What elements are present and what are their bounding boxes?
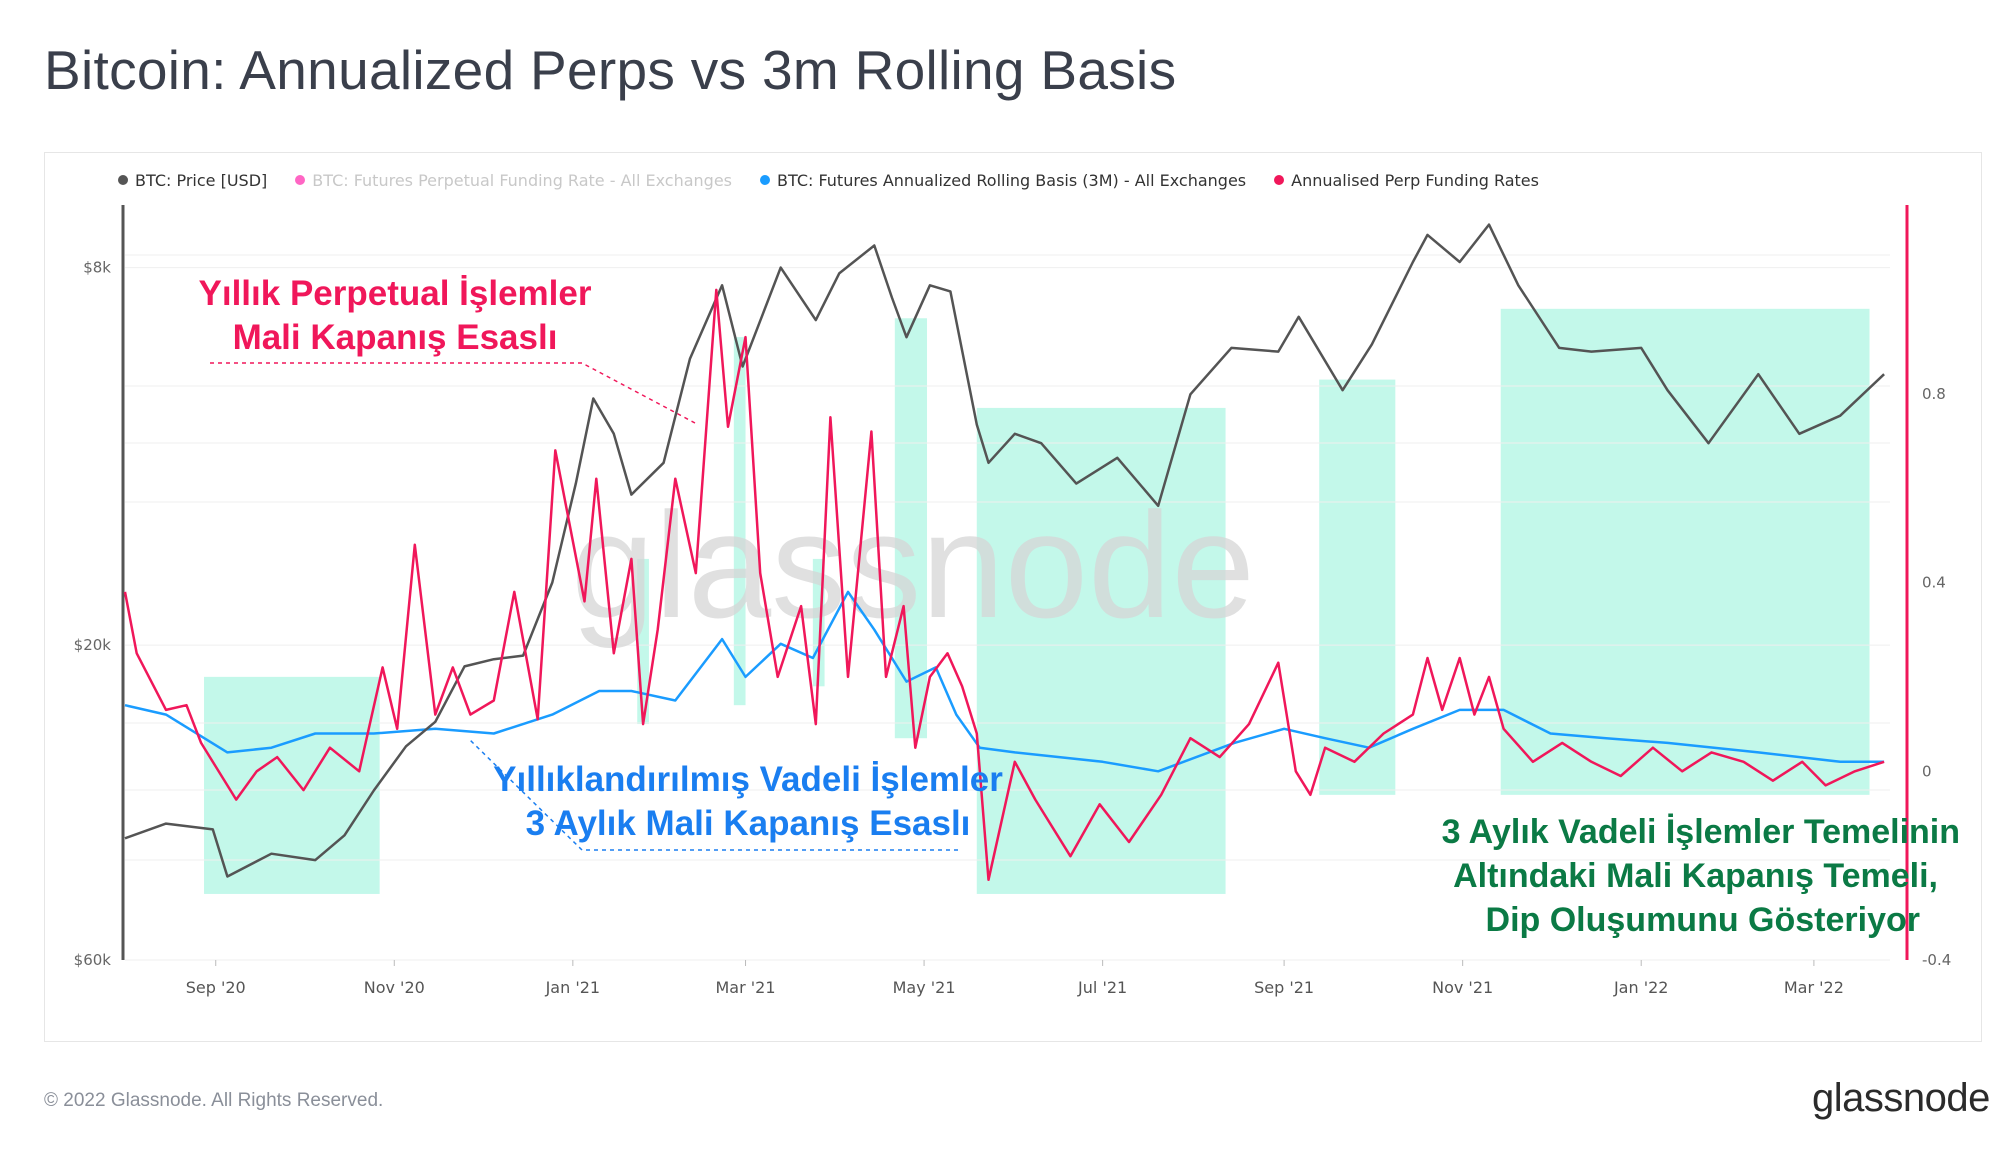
annotation-green: 3 Aylık Vadeli İşlemler Temelinin Altınd… [1370, 810, 1960, 942]
annotation-perp-line1: Yıllık Perpetual İşlemler [198, 274, 592, 313]
watermark: glassnode [571, 481, 1255, 649]
x-tick-label: Mar '22 [1784, 978, 1844, 997]
shaded-period-1 [637, 558, 649, 725]
x-tick-label: Sep '20 [186, 978, 246, 997]
annotation-green-line3: Dip Oluşumunu Gösteriyor [1485, 901, 1920, 939]
footer-copyright: © 2022 Glassnode. All Rights Reserved. [44, 1090, 384, 1111]
y-right-tick-label: 0.8 [1922, 385, 1946, 403]
annotation-basis: Yıllıklandırılmış Vadeli İşlemler 3 Aylı… [478, 758, 1018, 846]
annotation-perp-connector [210, 362, 696, 424]
annotation-perp-line2: Mali Kapanış Esaslı [232, 318, 558, 357]
annotation-basis-line2: 3 Aylık Mali Kapanış Esaslı [525, 804, 971, 843]
annotation-green-line2: Altındaki Mali Kapanış Temeli, [1453, 857, 1938, 895]
y-left-tick-label: $60k [74, 951, 112, 969]
chart-frame [44, 152, 1982, 1042]
series-line-annualised-perp [123, 288, 1885, 882]
legend-label-rolling-basis: BTC: Futures Annualized Rolling Basis (3… [777, 170, 1247, 190]
legend-label-annualised-perp: Annualised Perp Funding Rates [1291, 170, 1539, 190]
legend-item-rolling-basis[interactable]: BTC: Futures Annualized Rolling Basis (3… [760, 171, 1246, 190]
shaded-period-4 [894, 318, 928, 739]
series-line-rolling-basis [124, 590, 1885, 773]
footer-logo[interactable]: glassnode [1812, 1076, 1990, 1120]
x-tick-label: Jan '21 [545, 978, 601, 997]
x-tick-label: Jul '21 [1077, 978, 1127, 997]
y-right-tick-label: 0 [1922, 762, 1932, 780]
shaded-period-2 [733, 337, 746, 706]
x-tick-label: Mar '21 [716, 978, 776, 997]
x-tick-label: Jan '22 [1613, 978, 1669, 997]
y-left-tick-label: $8k [83, 259, 111, 277]
shaded-period-3 [812, 558, 825, 687]
legend-dot-rolling-basis [760, 175, 770, 185]
page-title: Bitcoin: Annualized Perps vs 3m Rolling … [44, 39, 1177, 101]
annotation-basis-connector [469, 739, 958, 851]
legend-dot-funding-rate [295, 175, 306, 185]
y-left-tick-label: $20k [74, 636, 112, 654]
annotation-perp: Yıllık Perpetual İşlemler Mali Kapanış E… [175, 272, 615, 360]
x-tick-label: May '21 [893, 978, 956, 997]
series-line-price [124, 223, 1885, 878]
annotation-basis-line1: Yıllıklandırılmış Vadeli İşlemler [493, 760, 1003, 799]
shaded-period-0 [204, 676, 380, 894]
y-right-tick-label: 0.4 [1922, 574, 1946, 592]
x-tick-label: Nov '20 [364, 978, 425, 997]
shaded-period-6 [1319, 379, 1396, 795]
legend-dot-price [118, 175, 128, 185]
legend-label-funding-rate: BTC: Futures Perpetual Funding Rate - Al… [312, 170, 732, 190]
shaded-period-7 [1500, 308, 1870, 795]
x-tick-label: Nov '21 [1432, 978, 1493, 997]
legend-dot-annualised-perp [1274, 175, 1285, 185]
annotation-green-line1: 3 Aylık Vadeli İşlemler Temelinin [1441, 813, 1960, 851]
legend-item-funding-rate[interactable]: BTC: Futures Perpetual Funding Rate - Al… [295, 171, 732, 190]
shaded-period-5 [976, 407, 1226, 894]
legend-label-price: BTC: Price [USD] [135, 170, 268, 190]
x-tick-label: Sep '21 [1254, 978, 1314, 997]
y-right-tick-label: -0.4 [1922, 951, 1951, 969]
legend-item-price[interactable]: BTC: Price [USD] [118, 171, 267, 190]
legend-item-annualised-perp[interactable]: Annualised Perp Funding Rates [1274, 171, 1539, 190]
chart-legend: BTC: Price [USD] BTC: Futures Perpetual … [118, 168, 1567, 192]
